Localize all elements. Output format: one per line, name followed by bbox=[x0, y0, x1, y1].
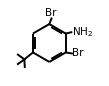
Text: Br: Br bbox=[45, 8, 57, 18]
Text: NH$_2$: NH$_2$ bbox=[72, 25, 94, 39]
Text: Br: Br bbox=[72, 49, 84, 58]
